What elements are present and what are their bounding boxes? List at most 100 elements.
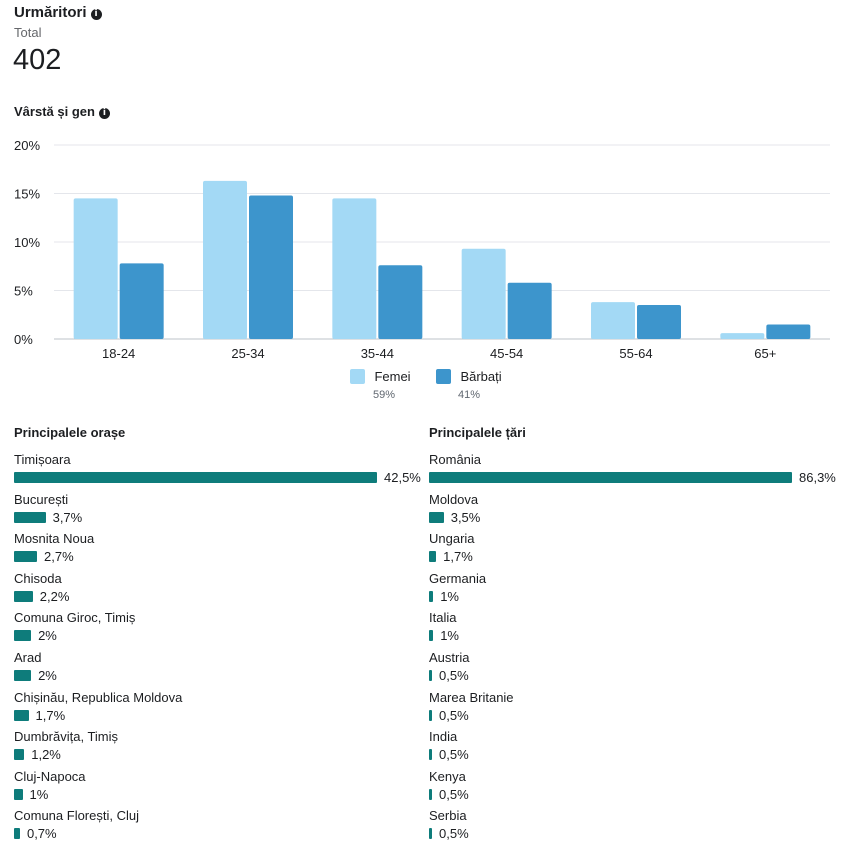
cities-row-value: 1,7% [35, 707, 66, 723]
y-tick-label: 5% [14, 284, 33, 299]
countries-row-label: Austria [429, 650, 470, 665]
legend-male[interactable]: Bărbați 41% [436, 369, 502, 401]
legend-female-share: 59% [373, 389, 396, 401]
info-icon[interactable]: i [98, 108, 110, 119]
cities-row: 1% [14, 786, 49, 802]
age-gender-title-text: Vârstă și gen [14, 104, 95, 119]
cities-row-label: București [14, 491, 69, 507]
bar-male-35-44[interactable] [378, 265, 423, 339]
cities-row-label: Mosnita Noua [14, 531, 95, 547]
countries-row-bar [429, 788, 432, 800]
cities-row-value: 2,7% [44, 549, 74, 565]
cities-row-bar [14, 788, 23, 800]
countries-row-label: România [429, 452, 482, 467]
cities-row-value: 2% [38, 628, 57, 644]
cities-row-label: Arad [14, 650, 42, 665]
countries-row-label: Kenya [429, 768, 466, 784]
cities-row-bar [14, 472, 377, 483]
cities-row-label: Comuna Florești, Cluj [14, 808, 139, 824]
countries-row-value: 0,5% [439, 786, 469, 802]
info-icon[interactable]: i [90, 9, 102, 20]
bar-female-65+[interactable] [720, 333, 765, 339]
cities-row-value: 2,2% [39, 588, 70, 604]
x-tick-label: 25-34 [231, 346, 264, 361]
y-tick-label: 20% [14, 138, 40, 153]
cities-row: 1,7% [14, 707, 66, 723]
countries-row-value: 1% [440, 628, 459, 644]
cities-row-label: Timișoara [14, 452, 71, 467]
countries-row: 3,5% [429, 510, 480, 525]
countries-row-value: 86,3% [799, 470, 836, 485]
bar-male-45-54[interactable] [507, 282, 552, 339]
bar-female-18-24[interactable] [73, 198, 118, 339]
age-gender-chart: 0% 5% 10% 15% 20% 18-24 25-34 35-44 45-54 55-64 6… [14, 138, 830, 361]
countries-row: 1% [429, 628, 459, 644]
countries-row-label: Marea Britanie [429, 689, 514, 705]
countries-row-value: 0,5% [439, 826, 469, 842]
bar-female-55-64[interactable] [591, 302, 635, 339]
bar-male-65+[interactable] [766, 324, 811, 339]
legend-female-label: Femei [374, 369, 411, 384]
cities-row-label: Chisoda [14, 570, 62, 586]
countries-row-bar [429, 749, 432, 761]
bar-male-25-34[interactable] [249, 195, 293, 339]
x-tick-label: 65+ [754, 346, 776, 361]
cities-row-label: Cluj-Napoca [14, 768, 86, 784]
age-gender-title: Vârstă și gen i [14, 104, 110, 119]
cities-row-bar [14, 551, 38, 563]
countries-row-label: Italia [429, 610, 457, 626]
countries-row-label: India [429, 729, 458, 745]
cities-row-label: Comuna Giroc, Timiș [14, 610, 136, 626]
followers-title: Urmăritori i [14, 4, 102, 21]
countries-row-bar [429, 709, 432, 721]
countries-row: 0,5% [429, 747, 469, 762]
y-tick-label: 15% [14, 187, 40, 202]
bar-female-45-54[interactable] [461, 248, 506, 339]
cities-row-value: 0,7% [26, 826, 57, 842]
countries-row-bar [429, 630, 434, 642]
countries-row-value: 1% [440, 588, 459, 604]
cities-row-bar [14, 511, 46, 523]
top-cities-title: Principalele orașe [14, 425, 126, 440]
bar-male-55-64[interactable] [637, 305, 681, 339]
followers-title-text: Urmăritori [14, 4, 87, 21]
cities-row-label: Dumbrăvița, Timiș [14, 729, 119, 745]
countries-row: 1,7% [429, 549, 473, 565]
bar-male-18-24[interactable] [119, 263, 164, 339]
x-tick-label: 55-64 [619, 346, 652, 361]
cities-row: 2,2% [14, 588, 70, 604]
cities-row-value: 3,7% [52, 509, 83, 525]
countries-row-bar [429, 551, 437, 563]
cities-row-bar [14, 590, 33, 602]
countries-row-label: Ungaria [429, 531, 475, 547]
countries-row-value: 1,7% [443, 549, 473, 565]
cities-row-bar [14, 828, 20, 840]
x-tick-label: 35-44 [361, 346, 394, 361]
top-countries-title: Principalele țări [429, 425, 526, 440]
cities-row: 1,2% [14, 747, 61, 763]
legend-male-label: Bărbați [460, 369, 502, 384]
legend-female[interactable]: Femei 59% [350, 369, 411, 401]
y-tick-label: 0% [14, 332, 33, 347]
countries-row-label: Serbia [429, 808, 467, 824]
countries-row-label: Moldova [429, 491, 479, 507]
cities-row-value: 1,2% [31, 747, 61, 763]
cities-row-value: 2% [38, 668, 57, 683]
total-value: 402 [13, 44, 62, 76]
legend-male-swatch [436, 369, 451, 384]
cities-row-value: 1% [29, 786, 49, 802]
x-tick-label: 18-24 [102, 346, 135, 361]
legend-female-swatch [350, 369, 365, 384]
countries-row-bar [429, 670, 432, 681]
bar-female-35-44[interactable] [332, 198, 377, 339]
countries-row-bar [429, 511, 444, 523]
bar-female-25-34[interactable] [203, 180, 247, 339]
countries-row-label: Germania [429, 570, 487, 586]
countries-row-value: 0,5% [439, 668, 469, 683]
countries-row-bar [429, 590, 434, 602]
countries-row: 0,5% [429, 708, 469, 723]
cities-row: 3,7% [14, 509, 83, 525]
cities-row-bar [14, 670, 32, 681]
cities-row: 42,5% [14, 470, 421, 485]
cities-row-value: 42,5% [384, 470, 421, 485]
